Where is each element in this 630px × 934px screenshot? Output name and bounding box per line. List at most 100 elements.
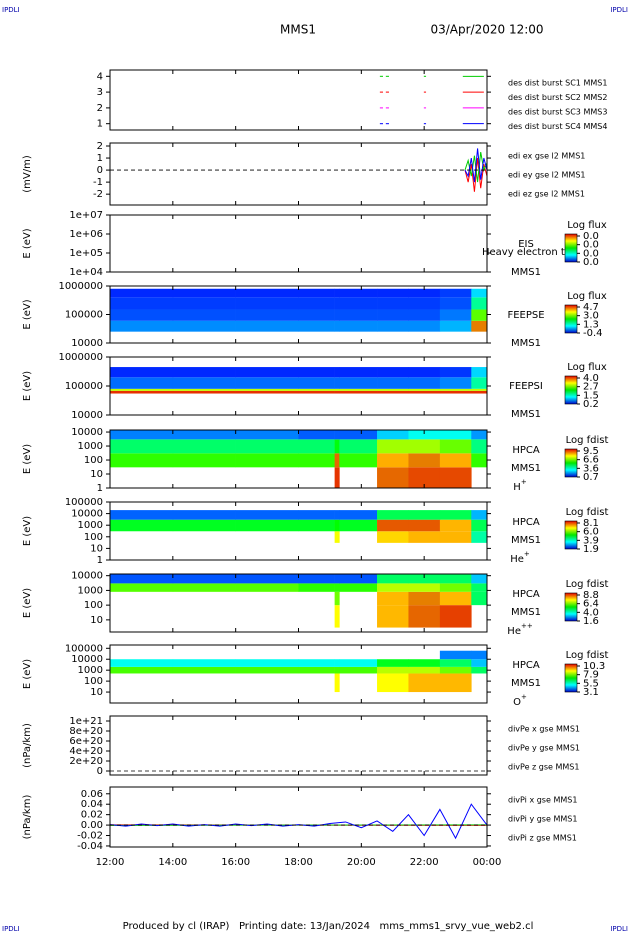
colorbar-tick-label: 8.8 xyxy=(583,590,599,601)
x-tick-label: 16:00 xyxy=(221,857,250,868)
spectrogram-cell xyxy=(408,320,441,332)
spectrogram-cell xyxy=(471,519,487,532)
spectrogram-cell xyxy=(298,430,335,440)
y-axis-label: E (eV) xyxy=(22,371,33,401)
spectrogram-cell xyxy=(110,510,174,520)
spectrogram-cell xyxy=(110,288,174,298)
spectrogram-cell xyxy=(235,288,299,298)
legend-entry: divPe z gse MMS1 xyxy=(508,763,579,772)
spectrogram-cell xyxy=(172,583,236,592)
spacecraft-label: MMS1 xyxy=(511,463,541,474)
legend-entry: des dist burst SC3 MMS3 xyxy=(508,108,607,117)
spectrogram-cell xyxy=(298,510,335,520)
spectrogram-cell xyxy=(235,519,299,532)
spectrogram-cell xyxy=(439,453,472,468)
spectrogram-cell xyxy=(334,591,340,606)
plot-area xyxy=(110,650,487,693)
species: He xyxy=(507,626,521,637)
spectrogram-cell xyxy=(334,288,340,298)
date: 03/Apr/2020 12:00 xyxy=(430,23,543,37)
colorbar-tick-label: 2.7 xyxy=(583,382,599,393)
instrument-label: HPCA xyxy=(512,517,540,528)
plot-area xyxy=(464,148,487,192)
legend-entry: des dist burst SC4 MMS4 xyxy=(508,122,607,131)
spectrogram-cell xyxy=(334,439,340,454)
spectrogram-cell xyxy=(408,453,441,468)
y-tick-label: 10000 xyxy=(71,654,103,665)
spectrogram-cell xyxy=(110,320,174,332)
spectrogram-cell xyxy=(339,430,378,440)
legend-entry: des dist burst SC2 MMS2 xyxy=(508,93,607,102)
x-tick-label: 12:00 xyxy=(96,857,125,868)
y-tick-label: 10 xyxy=(90,687,103,698)
instrument-label: EIS xyxy=(518,239,534,250)
spectrogram-cell xyxy=(439,320,472,332)
colorbar-title: Log flux xyxy=(567,220,607,231)
colorbar-tick-label: 4.0 xyxy=(583,373,599,384)
spectrogram-cell xyxy=(334,574,340,584)
spectrogram-cell xyxy=(334,377,340,389)
spectrogram-cell xyxy=(334,605,340,628)
y-tick-label: 1 xyxy=(97,483,103,494)
colorbar-tick-label: 1.5 xyxy=(583,390,599,401)
spectrogram-cell xyxy=(172,453,236,468)
spectrogram-cell xyxy=(334,390,340,394)
spectrogram-cell xyxy=(110,439,174,454)
spectrogram-cell xyxy=(408,377,441,389)
spectrogram-cell xyxy=(334,367,340,378)
spectrogram-cell xyxy=(334,297,340,310)
colorbar xyxy=(564,375,578,405)
spectrogram-cell xyxy=(439,439,472,454)
spectrogram-cell xyxy=(235,367,299,378)
spectrogram-cell xyxy=(439,288,472,298)
spectrogram-cell xyxy=(439,650,472,660)
spectrogram-cell xyxy=(110,377,174,389)
spectrogram-cell xyxy=(298,519,335,532)
spectrogram-cell xyxy=(377,519,409,532)
colorbar-tick-label: 9.5 xyxy=(583,446,599,457)
spectrogram-cell xyxy=(377,574,409,584)
instrument-label: FEEPSI xyxy=(509,381,543,392)
spectrogram-cell xyxy=(298,367,335,378)
spectrogram-cell xyxy=(439,510,472,520)
y-tick-label: -1 xyxy=(93,177,103,188)
colorbar-tick-label: 0.0 xyxy=(583,231,599,242)
spectrogram-cell xyxy=(408,467,441,488)
spectrogram-cell xyxy=(235,388,299,391)
spectrogram-cell xyxy=(439,519,472,532)
species-charge: + xyxy=(521,693,527,701)
spectrogram-cell xyxy=(172,390,236,394)
spectrogram-cell xyxy=(377,583,409,592)
y-tick-label: 3 xyxy=(97,87,103,98)
spectrogram-cell xyxy=(471,367,487,378)
y-axis-label: E (eV) xyxy=(22,299,33,329)
spectrogram-cell xyxy=(172,309,236,321)
y-axis-label: (nPa/km) xyxy=(22,795,33,840)
colorbar-tick-label: 1.9 xyxy=(583,544,599,555)
spectrogram-cell xyxy=(439,297,472,310)
plot-area xyxy=(110,367,487,394)
y-tick-label: 1 xyxy=(97,555,103,566)
spectrogram-cell xyxy=(110,390,174,394)
spectrogram-cell xyxy=(172,574,236,584)
spectrogram-cell xyxy=(471,659,487,667)
spectrogram-cell xyxy=(334,467,340,488)
spectrogram-cell xyxy=(235,439,299,454)
spectrogram-cell xyxy=(377,297,409,310)
spectrogram-cell xyxy=(408,591,441,606)
colorbar-title: Log fdist xyxy=(566,579,609,590)
plot-area xyxy=(110,510,487,543)
y-tick-label: 1e+06 xyxy=(69,229,103,240)
species-charge: + xyxy=(524,550,530,558)
spectrogram-cell xyxy=(408,519,441,532)
y-tick-label: 1 xyxy=(97,153,103,164)
spectrogram-cell xyxy=(471,377,487,389)
y-axis-label: E (eV) xyxy=(22,588,33,618)
colorbar-tick-label: 3.0 xyxy=(583,311,599,322)
colorbar-tick-label: 0.7 xyxy=(583,472,599,483)
spectrogram-cell xyxy=(377,467,409,488)
spectrogram-cell xyxy=(235,309,299,321)
corner-mark: IPDLI xyxy=(610,6,628,14)
spectrogram-cell xyxy=(298,309,335,321)
spectrogram-cell xyxy=(377,320,409,332)
